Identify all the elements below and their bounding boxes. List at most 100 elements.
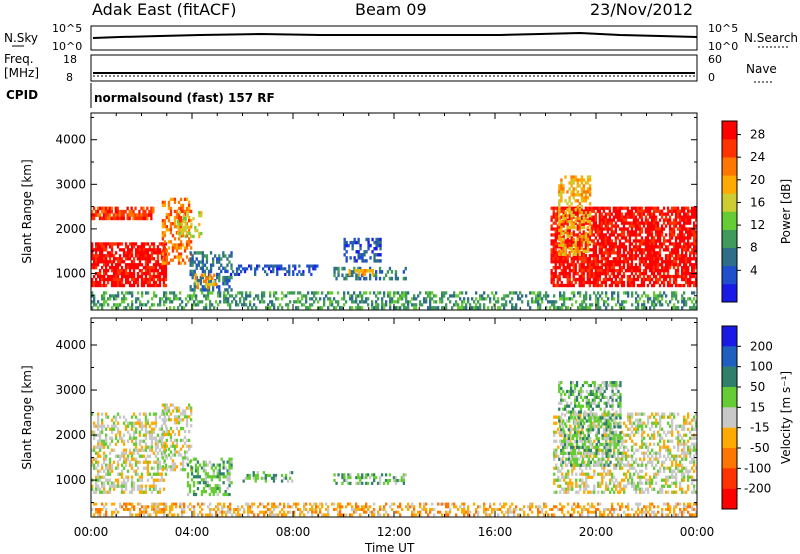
freq-label-2: [MHz] (4, 66, 39, 80)
data-cell (373, 253, 376, 257)
data-cell (101, 277, 104, 282)
data-cell (592, 248, 595, 252)
cpid-value: normalsound (fast) 157 RF (94, 91, 275, 105)
data-cell (136, 280, 140, 285)
data-cell (130, 463, 134, 467)
data-cell (612, 248, 615, 252)
data-cell (110, 436, 114, 440)
data-cell (108, 254, 112, 258)
data-cell (228, 478, 231, 482)
data-cell (553, 448, 556, 452)
data-cell (656, 239, 660, 243)
data-cell (617, 294, 620, 298)
data-cell (134, 430, 138, 434)
data-cell (630, 257, 634, 261)
data-cell (598, 277, 601, 282)
data-cell (169, 228, 173, 232)
data-cell (614, 277, 617, 282)
data-cell (584, 266, 587, 270)
data-cell (197, 260, 200, 264)
data-cell (617, 490, 620, 494)
data-cell (177, 252, 181, 256)
data-cell (140, 272, 144, 276)
data-cell (95, 487, 98, 491)
data-cell (590, 263, 593, 267)
data-cell (618, 218, 622, 222)
data-cell (674, 206, 678, 210)
data-cell (580, 193, 584, 197)
data-cell (103, 260, 106, 264)
data-cell (628, 283, 632, 288)
data-cell (555, 448, 558, 452)
data-cell (132, 272, 136, 276)
data-cell (644, 263, 648, 267)
data-cell (453, 303, 456, 307)
data-cell (660, 212, 664, 216)
data-cell (379, 247, 382, 251)
data-cell (150, 257, 154, 261)
data-cell (91, 484, 94, 488)
data-cell (144, 484, 148, 488)
data-cell (99, 280, 102, 285)
data-cell (575, 484, 578, 488)
data-cell (652, 257, 656, 261)
data-cell (359, 291, 362, 295)
data-cell (640, 248, 644, 252)
data-cell (574, 233, 577, 237)
data-cell (582, 280, 585, 285)
data-cell (103, 424, 106, 428)
data-cell (140, 277, 144, 282)
data-cell (630, 260, 634, 264)
data-cell (615, 436, 618, 440)
data-cell (181, 456, 185, 460)
data-cell (202, 279, 206, 284)
data-cell (128, 448, 132, 452)
data-cell (604, 248, 607, 252)
data-cell (626, 221, 630, 225)
data-cell (395, 306, 398, 310)
data-cell (537, 297, 540, 301)
data-cell (171, 453, 175, 457)
data-cell (683, 297, 686, 301)
data-cell (585, 294, 588, 298)
data-cell (179, 468, 183, 472)
data-cell (600, 206, 603, 210)
data-cell (695, 277, 698, 282)
data-cell (483, 297, 486, 301)
data-cell (144, 436, 148, 440)
data-cell (556, 277, 559, 282)
data-cell (96, 209, 100, 214)
data-cell (590, 266, 593, 270)
data-cell (144, 269, 148, 273)
data-cell (558, 260, 561, 264)
data-cell (397, 297, 400, 301)
data-cell (148, 460, 152, 464)
data-cell (105, 283, 108, 288)
data-cell (654, 266, 658, 270)
data-cell (620, 233, 624, 237)
data-cell (171, 465, 175, 469)
data-cell (632, 266, 636, 270)
data-cell (169, 222, 173, 226)
data-cell (604, 206, 607, 210)
data-cell (632, 280, 636, 285)
data-cell (552, 245, 555, 249)
data-cell (632, 230, 636, 234)
data-cell (405, 300, 408, 304)
data-cell (571, 466, 574, 470)
data-cell (681, 251, 684, 255)
data-cell (136, 216, 139, 221)
data-cell (156, 269, 160, 273)
data-cell (693, 251, 696, 255)
data-cell (581, 478, 584, 482)
data-cell (165, 294, 168, 298)
data-cell (676, 245, 680, 249)
data-cell (204, 282, 208, 287)
data-cell (116, 472, 120, 476)
data-cell (116, 206, 119, 211)
data-cell (364, 272, 367, 276)
data-cell (190, 219, 193, 223)
data-cell (191, 297, 194, 301)
data-cell (592, 257, 595, 261)
data-cell (598, 242, 601, 246)
